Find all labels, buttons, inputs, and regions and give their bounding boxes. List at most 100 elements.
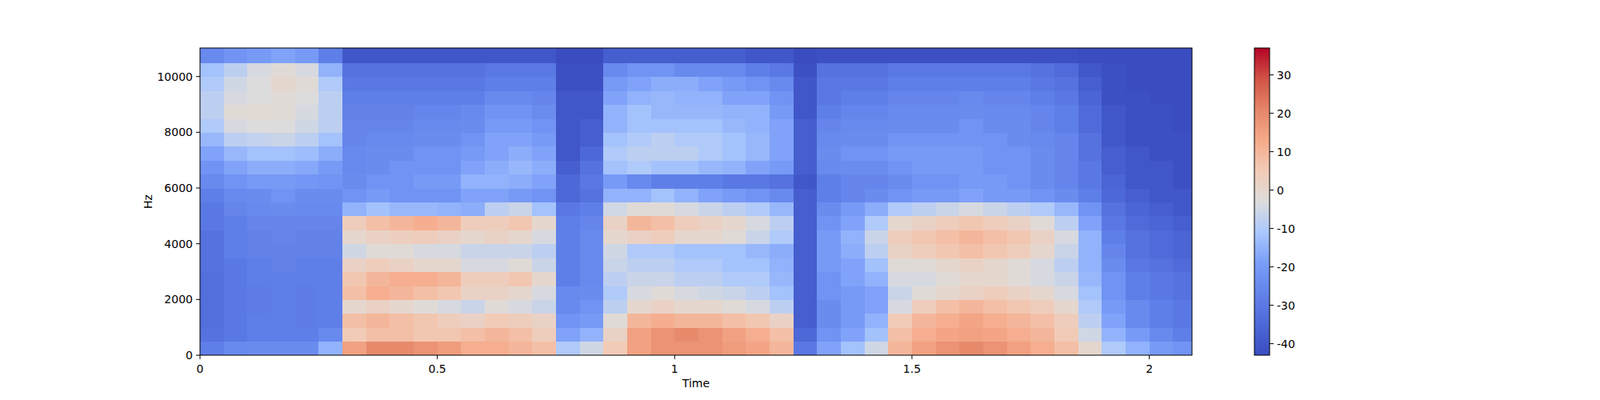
cell xyxy=(318,76,343,92)
cell xyxy=(1030,132,1055,147)
cell xyxy=(508,327,533,342)
cell xyxy=(864,285,889,300)
cell xyxy=(1125,285,1150,300)
cell xyxy=(745,174,770,189)
cell xyxy=(342,229,367,244)
cell xyxy=(769,118,794,133)
cell xyxy=(366,285,391,300)
cell xyxy=(722,341,747,356)
cell xyxy=(1101,341,1126,356)
cell xyxy=(912,299,936,314)
cell xyxy=(1149,160,1174,175)
cell xyxy=(912,313,936,328)
cell xyxy=(342,48,367,64)
cell xyxy=(769,48,794,64)
cell xyxy=(983,174,1008,189)
cell xyxy=(247,257,272,272)
cell xyxy=(627,257,652,272)
cell xyxy=(342,90,367,105)
colorbar xyxy=(1254,48,1270,356)
cell xyxy=(1078,257,1103,272)
cell xyxy=(936,201,960,216)
y-axis-label: Hz xyxy=(141,194,155,209)
cell xyxy=(816,285,841,300)
cell xyxy=(674,257,699,272)
cell xyxy=(983,341,1008,356)
cell xyxy=(888,327,912,342)
cell xyxy=(888,48,912,64)
cell xyxy=(389,76,414,92)
cell xyxy=(816,146,841,161)
cell xyxy=(556,244,580,259)
cell xyxy=(484,48,509,64)
cell xyxy=(413,285,438,300)
cell xyxy=(816,104,841,120)
cell xyxy=(840,244,865,259)
cell xyxy=(651,285,676,300)
cell xyxy=(912,341,936,356)
cell xyxy=(769,327,794,342)
cell xyxy=(1149,201,1174,216)
cell xyxy=(484,285,509,300)
cell xyxy=(484,90,509,105)
cell xyxy=(318,174,343,189)
cell xyxy=(603,257,628,272)
cell xyxy=(200,146,224,161)
cell xyxy=(959,327,984,342)
cell xyxy=(200,216,224,231)
cell xyxy=(674,132,699,147)
cell xyxy=(912,48,936,64)
cell xyxy=(1149,272,1174,287)
cell xyxy=(484,341,509,356)
cell xyxy=(1030,104,1055,120)
cell xyxy=(508,160,533,175)
cell xyxy=(745,146,770,161)
cell xyxy=(793,244,818,259)
cell xyxy=(769,132,794,147)
cell xyxy=(698,244,723,259)
cell xyxy=(674,201,699,216)
cell xyxy=(603,62,628,77)
cell xyxy=(816,201,841,216)
y-tick xyxy=(196,76,200,77)
cell xyxy=(603,327,628,342)
cell xyxy=(674,146,699,161)
cell xyxy=(864,216,889,231)
cell xyxy=(1007,272,1032,287)
cell xyxy=(1030,299,1055,314)
cell xyxy=(200,160,224,175)
cell xyxy=(460,313,485,328)
cell xyxy=(247,160,272,175)
cell xyxy=(959,341,984,356)
cell xyxy=(460,327,485,342)
cell xyxy=(912,146,936,161)
cell xyxy=(912,257,936,272)
cell xyxy=(793,285,818,300)
cell xyxy=(936,327,960,342)
cell xyxy=(959,257,984,272)
x-tick-label: 2 xyxy=(1145,362,1153,376)
cell xyxy=(532,76,556,92)
cell xyxy=(437,272,462,287)
y-tick-label: 8000 xyxy=(164,125,193,139)
cell xyxy=(674,48,699,64)
cell xyxy=(1078,118,1103,133)
cell xyxy=(603,160,628,175)
cell xyxy=(983,272,1008,287)
cell xyxy=(1007,132,1032,147)
cell xyxy=(437,244,462,259)
cell xyxy=(722,160,747,175)
cell xyxy=(342,272,367,287)
cell xyxy=(840,327,865,342)
cell xyxy=(484,257,509,272)
cell xyxy=(1054,341,1079,356)
cell xyxy=(224,104,248,120)
cell xyxy=(271,76,296,92)
cell xyxy=(1101,174,1126,189)
cell xyxy=(532,257,556,272)
cell xyxy=(983,299,1008,314)
cell xyxy=(959,216,984,231)
cell xyxy=(200,188,224,203)
cell xyxy=(1125,244,1150,259)
cell xyxy=(508,257,533,272)
